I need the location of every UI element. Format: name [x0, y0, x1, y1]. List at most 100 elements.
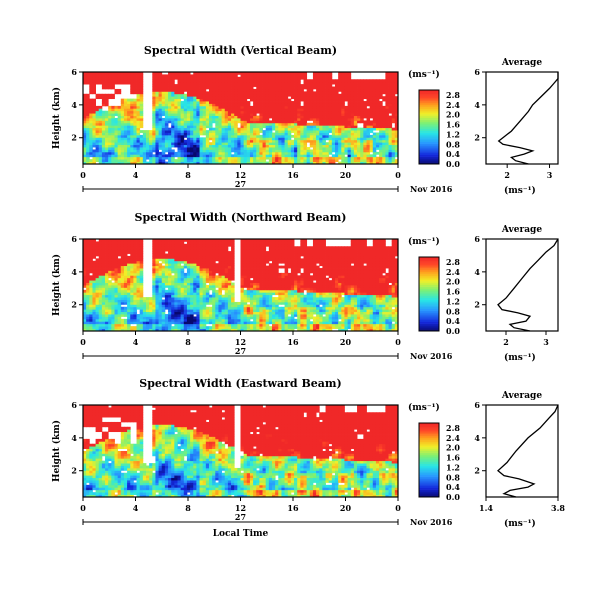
heatmap-cell: [372, 122, 377, 126]
heatmap-cell: [240, 96, 245, 100]
heatmap-cell: [130, 74, 134, 78]
heatmap-cell: [231, 159, 235, 162]
heatmap-cell: [202, 248, 207, 252]
heatmap-cell: [202, 130, 207, 133]
heatmap-cell: [92, 241, 96, 245]
heatmap-cell: [372, 108, 377, 112]
heatmap-cell: [161, 282, 166, 286]
heatmap-cell: [111, 314, 115, 317]
heatmap-cell: [249, 154, 254, 158]
heatmap-cell: [186, 125, 191, 129]
heatmap-cell: [171, 149, 175, 153]
heatmap-cell: [168, 76, 172, 80]
heatmap-cell: [316, 118, 320, 121]
heatmap-cell: [114, 149, 119, 153]
heatmap-cell: [284, 72, 289, 75]
heatmap-cell: [237, 91, 241, 95]
heatmap-cell: [142, 154, 147, 158]
heatmap-cell: [92, 268, 96, 271]
heatmap-cell: [111, 241, 115, 245]
heatmap-cell: [322, 79, 326, 83]
heatmap-cell: [202, 151, 207, 155]
heatmap-cell: [227, 120, 232, 124]
heatmap-cell: [265, 93, 270, 97]
heatmap-cell: [190, 156, 194, 160]
heatmap-cell: [133, 98, 137, 102]
heatmap-cell: [164, 142, 169, 146]
heatmap-cell: [341, 144, 345, 148]
heatmap-cell: [196, 81, 200, 85]
heatmap-cell: [123, 81, 128, 85]
heatmap-cell: [186, 91, 191, 95]
heatmap-cell: [316, 125, 320, 129]
heatmap-cell: [171, 248, 175, 252]
heatmap-cell: [177, 270, 182, 274]
heatmap-cell: [130, 301, 134, 305]
heatmap-cell: [111, 275, 115, 279]
heatmap-cell: [111, 248, 115, 252]
heatmap-cell: [123, 149, 128, 153]
heatmap-cell: [306, 122, 311, 126]
heatmap-cell: [120, 159, 125, 162]
heatmap-cell: [294, 137, 298, 141]
heatmap-cell: [180, 287, 185, 291]
heatmap-cell: [265, 84, 270, 87]
heatmap-cell: [89, 258, 93, 262]
heatmap-cell: [190, 287, 194, 291]
heatmap-cell: [196, 84, 200, 87]
heatmap-cell: [136, 76, 141, 80]
heatmap-cell: [227, 122, 232, 126]
heatmap-cell: [174, 311, 178, 315]
heatmap-cell: [331, 161, 336, 165]
heatmap-cell: [341, 101, 345, 104]
heatmap-cell: [92, 314, 96, 317]
heatmap-cell: [130, 260, 134, 264]
heatmap-cell: [152, 127, 156, 131]
heatmap-cell: [120, 144, 125, 148]
heatmap-cell: [344, 118, 348, 121]
heatmap-cell: [155, 258, 159, 262]
heatmap-cell: [155, 113, 159, 116]
heatmap-cell: [139, 72, 144, 75]
heatmap-cell: [262, 118, 267, 121]
heatmap-cell: [290, 84, 295, 87]
heatmap-cell: [95, 243, 100, 247]
heatmap-cell: [130, 268, 134, 271]
heatmap-cell: [161, 122, 166, 126]
heatmap-cell: [155, 74, 159, 78]
heatmap-cell: [114, 253, 119, 257]
heatmap-cell: [347, 122, 352, 126]
heatmap-cell: [268, 156, 273, 160]
heatmap-cell: [193, 98, 197, 102]
heatmap-cell: [363, 105, 367, 109]
heatmap-cell: [357, 120, 361, 124]
heatmap-cell: [105, 132, 109, 136]
heatmap-cell: [180, 289, 185, 293]
heatmap-cell: [186, 122, 191, 126]
heatmap-cell: [114, 287, 119, 291]
heatmap-cell: [388, 156, 393, 160]
heatmap-cell: [86, 287, 90, 291]
heatmap-cell: [171, 306, 175, 310]
heatmap-cell: [262, 151, 267, 155]
heatmap-cell: [357, 139, 361, 143]
heatmap-cell: [171, 311, 175, 315]
heatmap-cell: [338, 81, 342, 85]
heatmap-cell: [388, 122, 393, 126]
heatmap-cell: [212, 110, 216, 114]
heatmap-cell: [177, 253, 182, 257]
heatmap-cell: [221, 147, 226, 150]
heatmap-cell: [297, 76, 301, 80]
heatmap-cell: [86, 272, 90, 276]
heatmap-cell: [158, 282, 163, 286]
heatmap-cell: [120, 280, 125, 283]
heatmap-cell: [391, 84, 396, 87]
heatmap-cell: [284, 88, 289, 92]
heatmap-cell: [186, 142, 191, 146]
heatmap-cell: [130, 311, 134, 315]
heatmap-cell: [114, 297, 119, 300]
heatmap-cell: [243, 151, 248, 155]
heatmap-cell: [120, 132, 125, 136]
heatmap-cell: [335, 115, 339, 119]
heatmap-cell: [246, 139, 251, 143]
